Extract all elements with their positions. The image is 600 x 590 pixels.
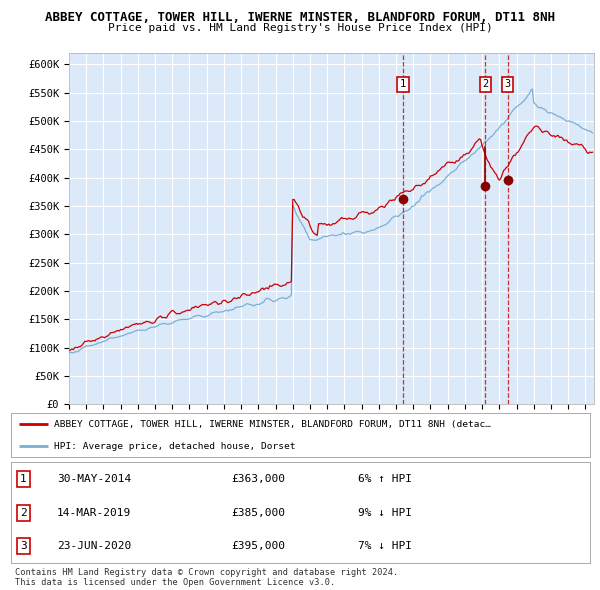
Text: HPI: Average price, detached house, Dorset: HPI: Average price, detached house, Dors… [54,442,296,451]
Text: 2: 2 [482,79,488,89]
Text: 1: 1 [20,474,27,484]
Text: £385,000: £385,000 [231,508,285,517]
Text: 14-MAR-2019: 14-MAR-2019 [57,508,131,517]
Text: 23-JUN-2020: 23-JUN-2020 [57,541,131,551]
Text: 2: 2 [20,508,27,517]
Text: 3: 3 [20,541,27,551]
Text: Price paid vs. HM Land Registry's House Price Index (HPI): Price paid vs. HM Land Registry's House … [107,23,493,33]
Text: £395,000: £395,000 [231,541,285,551]
Text: ABBEY COTTAGE, TOWER HILL, IWERNE MINSTER, BLANDFORD FORUM, DT11 8NH: ABBEY COTTAGE, TOWER HILL, IWERNE MINSTE… [45,11,555,24]
Text: Contains HM Land Registry data © Crown copyright and database right 2024.
This d: Contains HM Land Registry data © Crown c… [15,568,398,587]
Text: 30-MAY-2014: 30-MAY-2014 [57,474,131,484]
Text: 6% ↑ HPI: 6% ↑ HPI [358,474,412,484]
Text: 3: 3 [505,79,511,89]
Text: ABBEY COTTAGE, TOWER HILL, IWERNE MINSTER, BLANDFORD FORUM, DT11 8NH (detac…: ABBEY COTTAGE, TOWER HILL, IWERNE MINSTE… [54,419,491,428]
Text: 1: 1 [400,79,406,89]
Text: £363,000: £363,000 [231,474,285,484]
Text: 7% ↓ HPI: 7% ↓ HPI [358,541,412,551]
Text: 9% ↓ HPI: 9% ↓ HPI [358,508,412,517]
